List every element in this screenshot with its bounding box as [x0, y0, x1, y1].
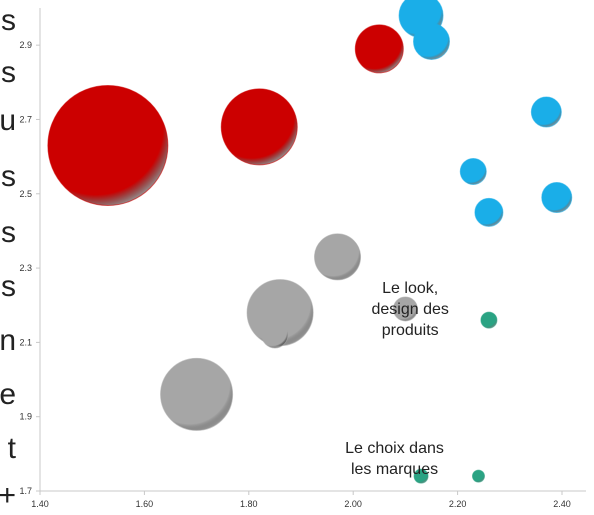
bubble-gray: [261, 321, 289, 349]
y-tick-label: 2.3: [19, 263, 32, 273]
bubble-gray: [392, 296, 418, 322]
x-tick-label: 2.00: [344, 499, 362, 509]
annotation-line: Le choix dans: [345, 440, 444, 457]
bubble-blue: [413, 22, 450, 60]
left-text-fragment: s: [1, 4, 16, 37]
annotation-line: Le look,: [382, 280, 438, 297]
bubble-red: [220, 88, 298, 166]
annotation-label: Le choix dans les marques: [345, 440, 444, 478]
annotation-line: produits: [382, 322, 439, 339]
left-text-fragment: +: [0, 479, 16, 512]
left-text-fragment: e: [0, 378, 16, 411]
bubble-teal: [471, 469, 485, 483]
bubble-blue: [530, 96, 562, 128]
y-tick-label: 2.9: [19, 40, 32, 50]
bubble-blue: [474, 197, 504, 227]
left-text-fragment: s: [1, 270, 16, 303]
annotation-line: les marques: [351, 461, 438, 478]
left-text-fragment: n: [0, 324, 16, 357]
bubble-blue: [541, 181, 573, 213]
x-tick-label: 1.40: [31, 499, 49, 509]
bubble-teal: [413, 468, 429, 484]
bubble-gray: [160, 357, 234, 431]
y-tick-label: 2.5: [19, 189, 32, 199]
x-tick-label: 2.20: [449, 499, 467, 509]
bubble-gray: [314, 233, 362, 281]
left-text-fragment: s: [1, 56, 16, 89]
y-tick-label: 2.1: [19, 337, 32, 347]
left-text-fragment: s: [1, 216, 16, 249]
chart-annotations: Le look, design des produits Le choix dans l…: [345, 280, 449, 478]
bubble-teal: [480, 311, 498, 329]
bubble-red: [47, 84, 169, 206]
x-tick-label: 1.60: [136, 499, 154, 509]
chart-axes: 1.40 1.60 1.80 2.00 2.20 2.40 1.7 1.9 2.1 2.3 2.5 2…: [19, 8, 586, 509]
bubble-blue: [459, 157, 487, 185]
x-tick-label: 2.40: [553, 499, 571, 509]
cropped-left-text: s s u s s s n e t +: [0, 0, 16, 515]
annotation-line: design des: [371, 301, 448, 318]
chart-bubbles: [47, 0, 573, 484]
annotation-label: Le look, design des produits: [371, 280, 448, 339]
y-tick-label: 2.7: [19, 114, 32, 124]
y-tick-label: 1.7: [19, 486, 32, 496]
y-tick-label: 1.9: [19, 412, 32, 422]
x-tick-label: 1.80: [240, 499, 258, 509]
bubble-red: [354, 24, 404, 74]
left-text-fragment: t: [7, 432, 16, 465]
left-text-fragment: u: [0, 104, 16, 137]
left-text-fragment: s: [1, 160, 16, 193]
